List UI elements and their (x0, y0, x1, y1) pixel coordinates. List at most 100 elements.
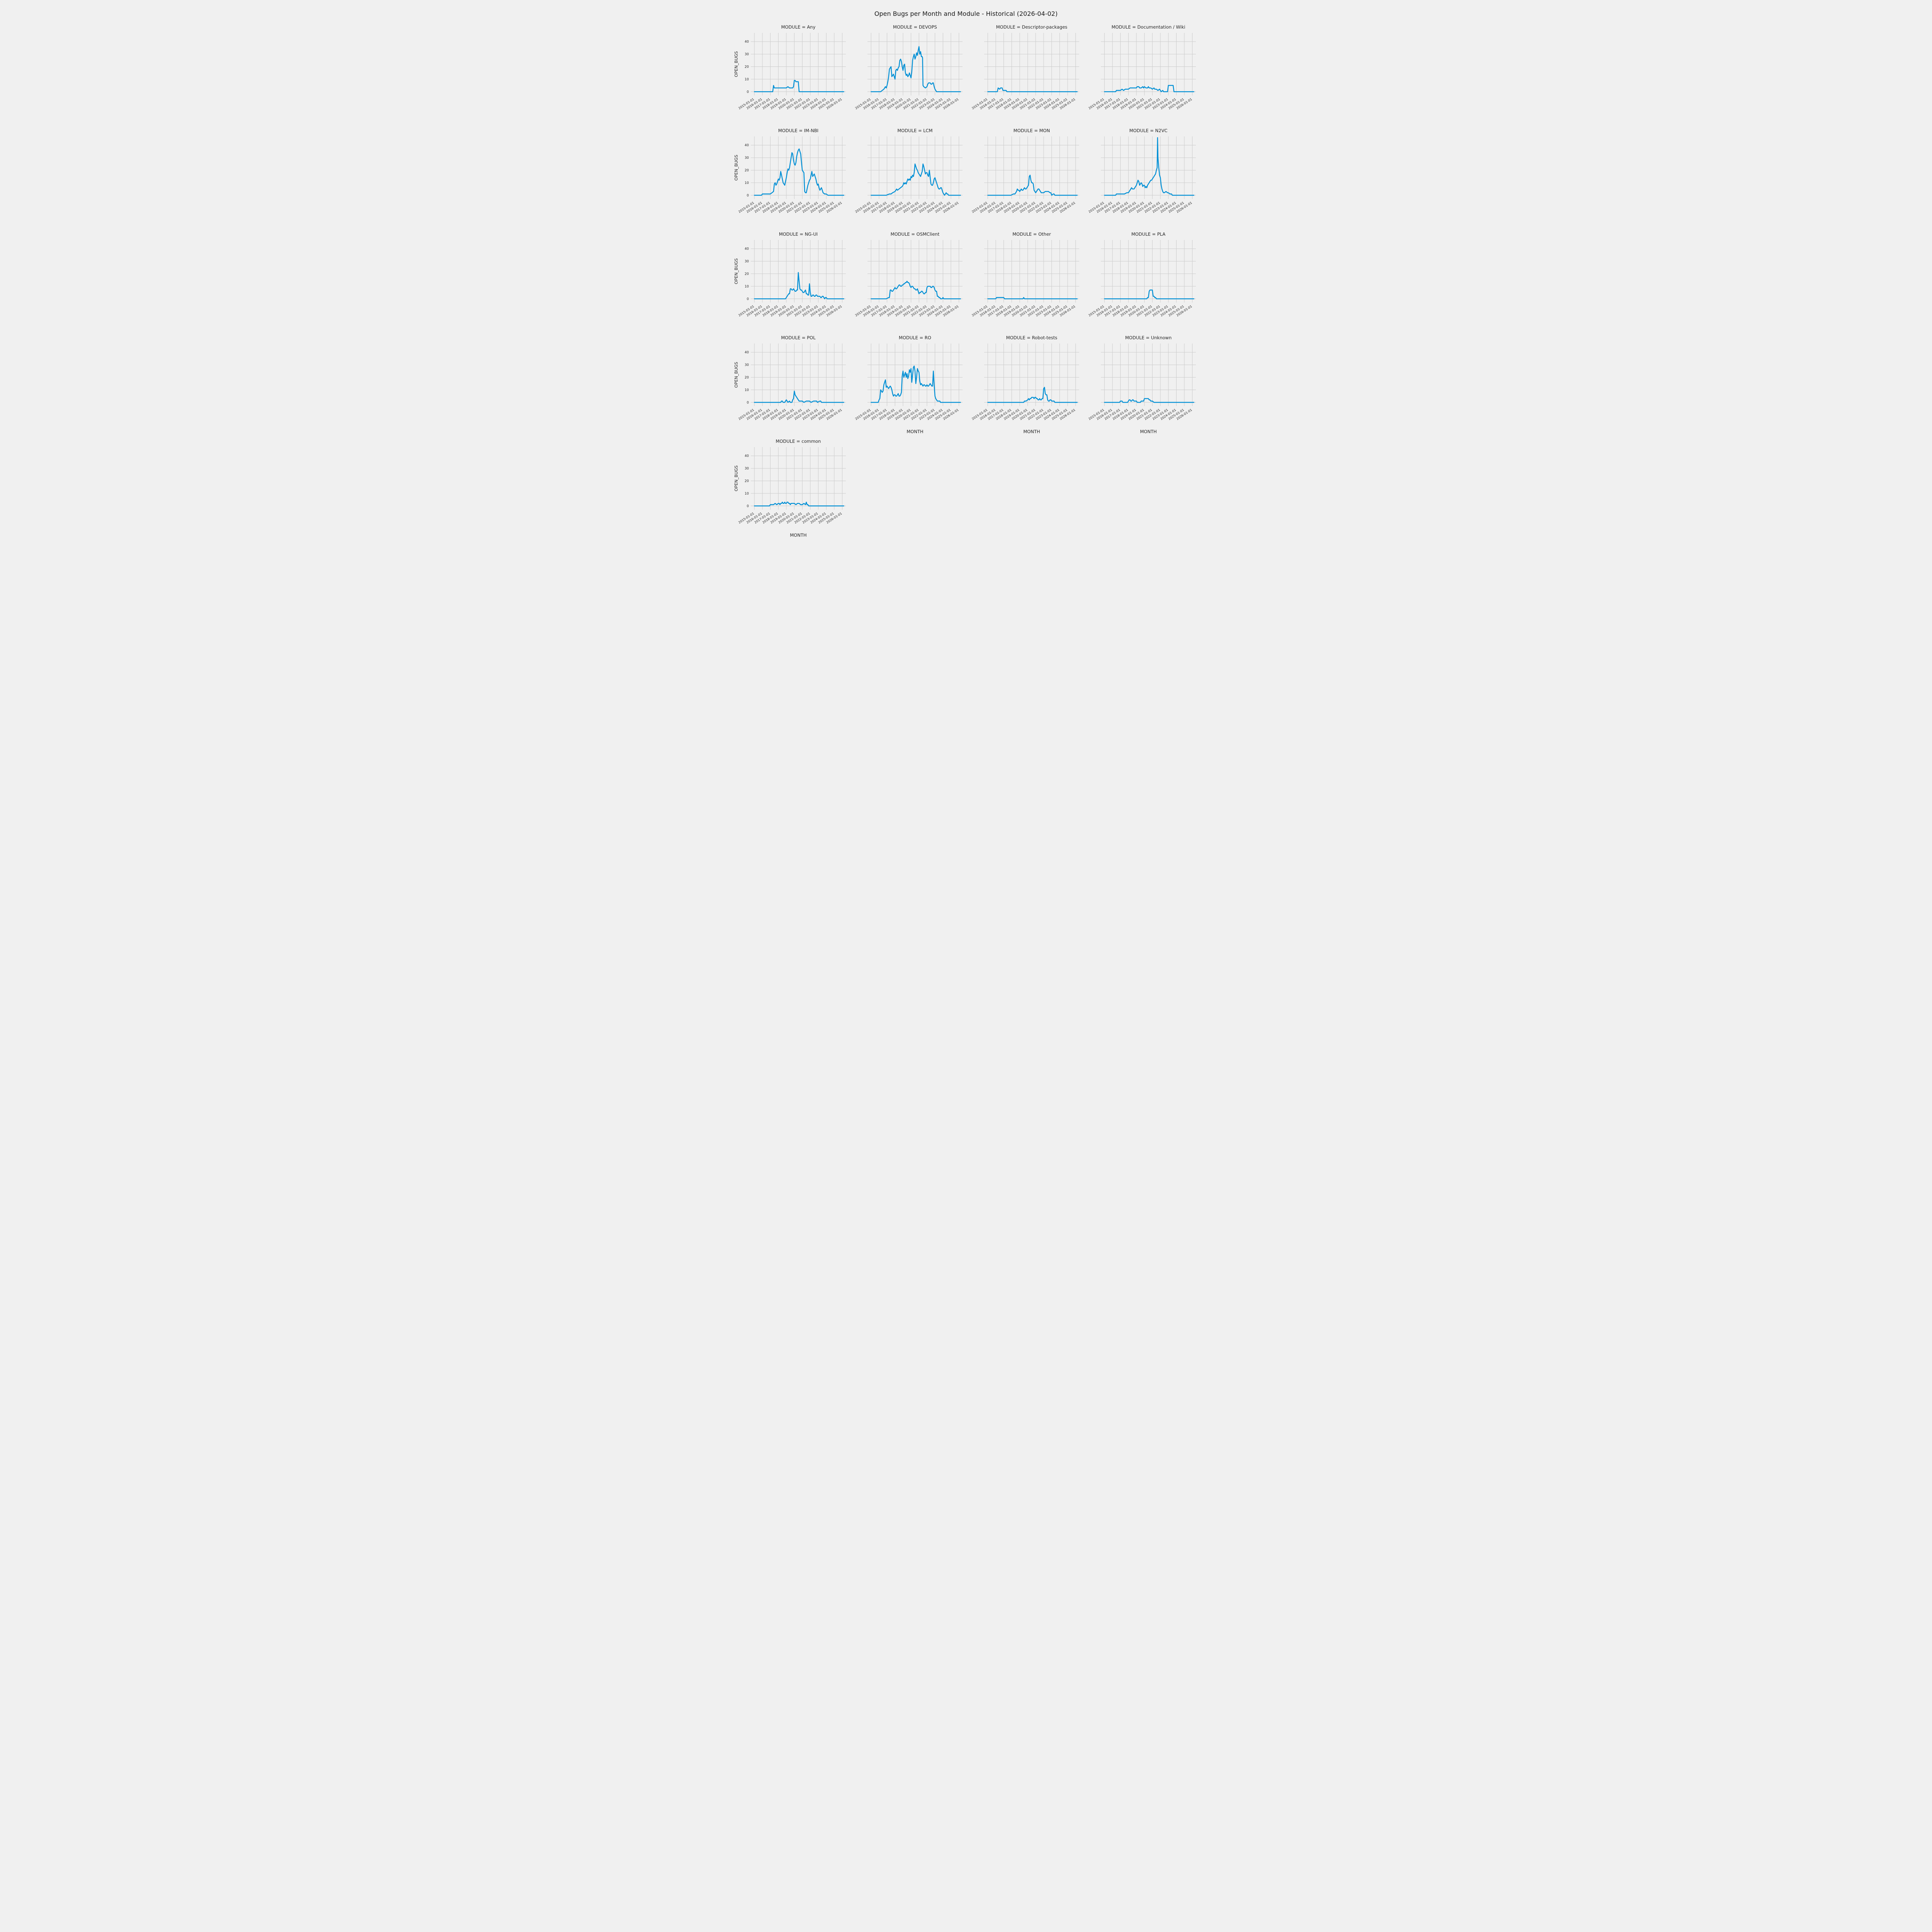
y-axis-label: OPEN_BUGS (734, 51, 739, 77)
bugs-line (987, 87, 1078, 92)
line-chart-other: MODULE = Other2015-01-012016-01-012017-0… (971, 231, 1079, 317)
y-tick-label: 20 (745, 65, 749, 69)
facet-title: MODULE = MON (1014, 128, 1050, 133)
plot-area (867, 240, 963, 303)
facet-mon: MODULE = MON 2015-01-01 2016-01-01 2017-01-… (966, 126, 1082, 228)
facet-title: MODULE = common (776, 439, 821, 444)
plot-area (751, 136, 846, 199)
bugs-line (754, 148, 844, 196)
y-axis-label: OPEN_BUGS (734, 258, 739, 284)
y-tick-label: 20 (745, 480, 749, 483)
line-chart-pol: MODULE = POL010203040OPEN_BUGS2015-01-01… (734, 335, 846, 421)
plot-area (1101, 33, 1196, 95)
facet-devops: MODULE = DEVOPS 2015-01-01 2016-01-01 2017-… (850, 23, 966, 125)
line-chart-unknown: MODULE = Unknown2015-01-012016-01-012017… (1088, 335, 1196, 434)
line-chart-n2vc: MODULE = N2VC2015-01-012016-01-012017-01… (1088, 128, 1196, 214)
facet-im-nbi: MODULE = IM-NBI 0 10 20 30 40 OPEN_BUGS 2015-01… (733, 126, 849, 228)
y-tick-label: 10 (745, 388, 749, 392)
facet-title: MODULE = NG-UI (779, 231, 818, 237)
facet-title: MODULE = Robot-tests (1006, 335, 1057, 340)
line-chart-ro: MODULE = RO2015-01-012016-01-012017-01-0… (854, 335, 963, 434)
line-chart-pla: MODULE = PLA2015-01-012016-01-012017-01-… (1088, 231, 1196, 317)
bugs-line (987, 387, 1078, 403)
plot-area (984, 344, 1079, 406)
bugs-line (754, 80, 844, 92)
bugs-line (871, 281, 961, 299)
bugs-line (1104, 289, 1194, 299)
y-axis-label: OPEN_BUGS (734, 362, 739, 388)
facet-pla: MODULE = PLA 2015-01-01 2016-01-01 2017-01-… (1083, 230, 1199, 332)
y-tick-label: 20 (745, 376, 749, 380)
line-chart-lcm: MODULE = LCM2015-01-012016-01-012017-01-… (854, 128, 963, 214)
bugs-line (987, 175, 1078, 196)
line-chart-any: MODULE = Any010203040OPEN_BUGS2015-01-01… (734, 24, 846, 110)
facet-ro: MODULE = RO 2015-01-01 2016-01-01 2017-01-0… (850, 333, 966, 435)
facet-title: MODULE = PLA (1131, 231, 1165, 237)
facet-title: MODULE = IM-NBI (778, 128, 818, 133)
facet-title: MODULE = N2VC (1129, 128, 1168, 133)
bugs-line (987, 297, 1078, 299)
plot-area (867, 33, 963, 95)
facet-ng-ui: MODULE = NG-UI 0 10 20 30 40 OPEN_BUGS 2015-01-… (733, 230, 849, 332)
line-chart-im-nbi: MODULE = IM-NBI010203040OPEN_BUGS2015-01… (734, 128, 846, 214)
facet-title: MODULE = POL (781, 335, 816, 340)
plot-area (751, 240, 846, 303)
y-tick-label: 10 (745, 285, 749, 289)
bugs-line (1104, 85, 1194, 92)
bugs-line (871, 46, 961, 92)
line-chart-descriptor-packages: MODULE = Descriptor-packages2015-01-0120… (971, 24, 1079, 110)
x-axis-label: MONTH (1140, 429, 1156, 434)
facet-title: MODULE = LCM (897, 128, 932, 133)
line-chart-osmclient: MODULE = OSMClient2015-01-012016-01-0120… (854, 231, 963, 317)
y-tick-label: 20 (745, 169, 749, 173)
y-axis-label: OPEN_BUGS (734, 465, 739, 491)
facet-other: MODULE = Other 2015-01-01 2016-01-01 2017-0… (966, 230, 1082, 332)
plot-area (751, 344, 846, 406)
facet-unknown: MODULE = Unknown 2015-01-01 2016-01-01 2017… (1083, 333, 1199, 435)
bugs-line (754, 502, 844, 507)
facet-title: MODULE = Unknown (1125, 335, 1172, 340)
line-chart-mon: MODULE = MON2015-01-012016-01-012017-01-… (971, 128, 1079, 214)
y-tick-label: 30 (745, 467, 749, 471)
y-tick-label: 10 (745, 492, 749, 496)
chart-page: Open Bugs per Month and Module - Histori… (726, 0, 1206, 606)
plot-area (1101, 240, 1196, 303)
plot-area (1101, 344, 1196, 406)
facet-osmclient: MODULE = OSMClient 2015-01-01 2016-01-01 20… (850, 230, 966, 332)
facet-title: MODULE = Any (781, 24, 816, 30)
y-tick-label: 30 (745, 260, 749, 264)
facet-pol: MODULE = POL 0 10 20 30 40 OPEN_BUGS 2015-01-01… (733, 333, 849, 435)
line-chart-robot-tests: MODULE = Robot-tests2015-01-012016-01-01… (971, 335, 1079, 434)
line-chart-ng-ui: MODULE = NG-UI010203040OPEN_BUGS2015-01-… (734, 231, 846, 317)
y-tick-label: 10 (745, 78, 749, 82)
y-tick-label: 0 (747, 401, 749, 405)
x-axis-label: MONTH (790, 532, 806, 538)
y-tick-label: 0 (747, 90, 749, 94)
facet-title: MODULE = DEVOPS (893, 24, 937, 30)
bugs-line (1104, 137, 1194, 196)
facet-common: MODULE = common 0 10 20 30 40 OPEN_BUGS 2015-01… (733, 437, 849, 539)
bugs-line (871, 366, 961, 403)
y-tick-label: 40 (745, 247, 749, 251)
bugs-line (1104, 398, 1194, 403)
x-axis-label: MONTH (906, 429, 923, 434)
facet-title: MODULE = Documentation / Wiki (1112, 24, 1185, 30)
facet-descriptor-packages: MODULE = Descriptor-packages 2015-01-01 20… (966, 23, 1082, 125)
facet-any: MODULE = Any 0 10 20 30 40 OPEN_BUGS 2015-01-01… (733, 23, 849, 125)
facet-documentation-wiki: MODULE = Documentation / Wiki 2015-01-01 2… (1083, 23, 1199, 125)
y-tick-label: 40 (745, 351, 749, 355)
plot-area (751, 447, 846, 510)
bugs-line (871, 163, 961, 196)
facet-n2vc: MODULE = N2VC 2015-01-01 2016-01-01 2017-01… (1083, 126, 1199, 228)
facet-robot-tests: MODULE = Robot-tests 2015-01-01 2016-01-01… (966, 333, 1082, 435)
facet-title: MODULE = RO (899, 335, 931, 340)
facet-grid: MODULE = Any 0 10 20 30 40 OPEN_BUGS 2015-01-01… (726, 23, 1206, 539)
chart-title: Open Bugs per Month and Module - Histori… (874, 10, 1058, 17)
line-chart-common: MODULE = common010203040OPEN_BUGS2015-01… (734, 439, 846, 538)
plot-area (984, 33, 1079, 95)
y-tick-label: 0 (747, 297, 749, 301)
facet-title: MODULE = Descriptor-packages (996, 24, 1068, 30)
y-tick-label: 40 (745, 144, 749, 148)
y-tick-label: 30 (745, 156, 749, 160)
y-tick-label: 30 (745, 363, 749, 367)
